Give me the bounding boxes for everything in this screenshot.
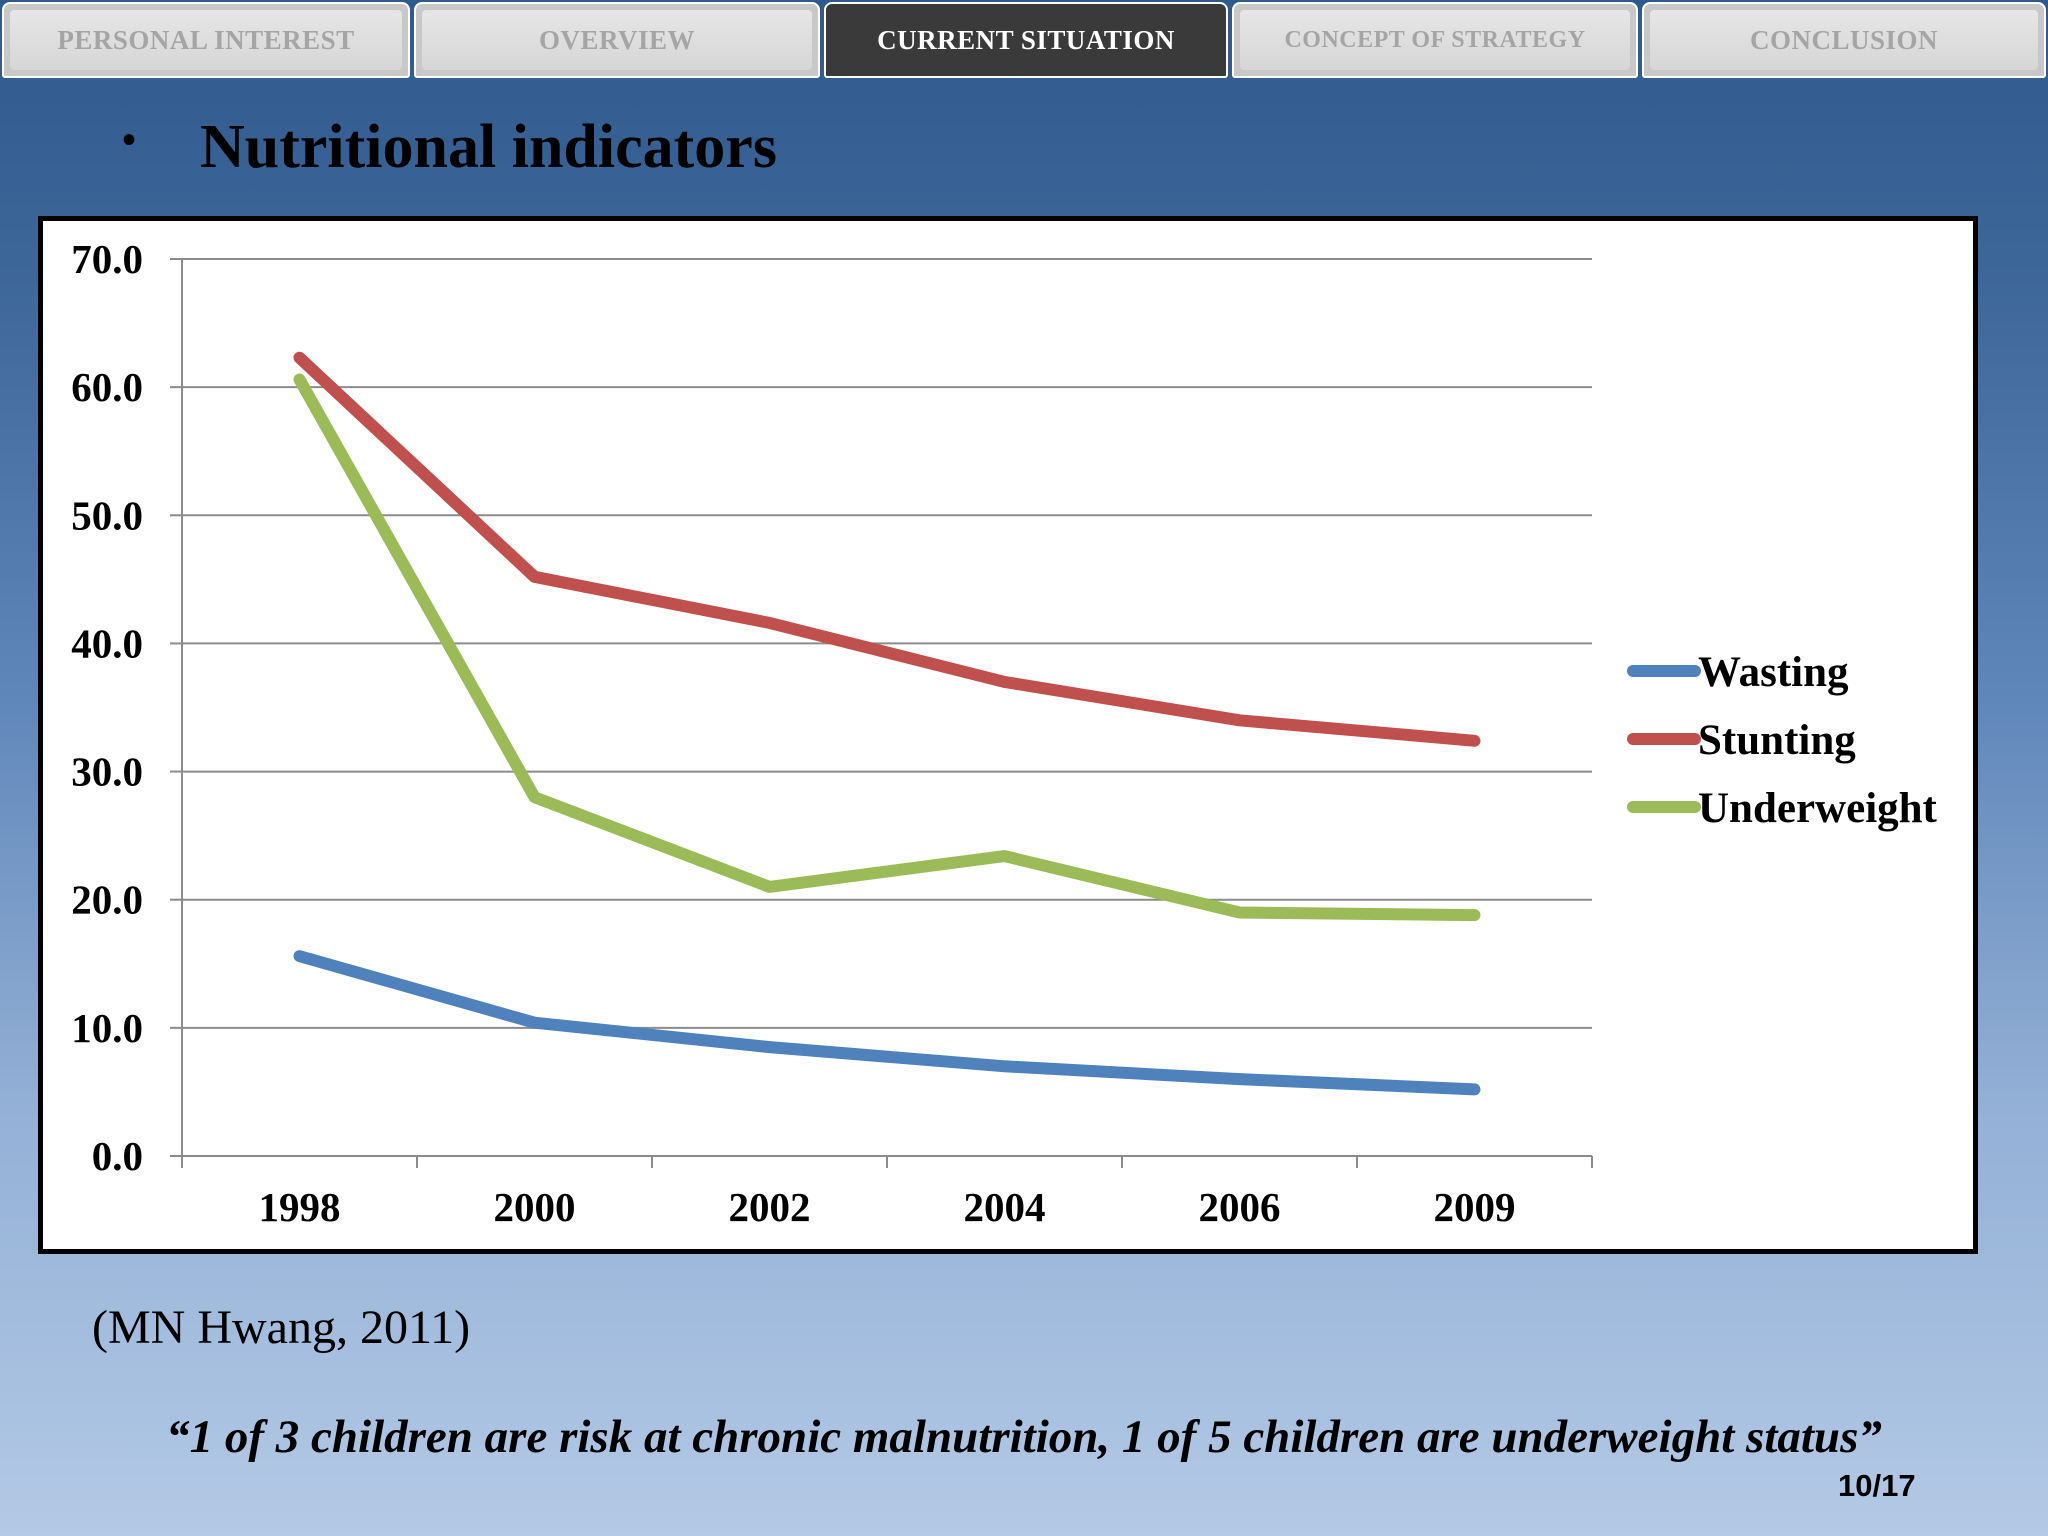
tab-label: PERSONAL INTEREST bbox=[10, 10, 402, 70]
tab-overview[interactable]: OVERVIEW bbox=[414, 2, 820, 78]
x-tick-label: 1998 bbox=[259, 1184, 341, 1230]
bullet-point-icon: • bbox=[122, 118, 137, 162]
y-tick-label: 60.0 bbox=[71, 364, 143, 410]
y-tick-label: 0.0 bbox=[92, 1133, 143, 1179]
y-tick-label: 40.0 bbox=[71, 620, 143, 666]
series-lines bbox=[293, 351, 1481, 1096]
slide-title: Nutritional indicators bbox=[200, 113, 777, 181]
series-line-stunting bbox=[293, 351, 1481, 747]
page-number: 10/17 bbox=[1838, 1468, 1916, 1503]
y-tick-label: 20.0 bbox=[71, 877, 143, 923]
y-axis-tick-labels: 0.0 10.0 20.0 30.0 40.0 50.0 60.0 70.0 bbox=[71, 236, 143, 1179]
tab-label: OVERVIEW bbox=[422, 10, 812, 70]
legend-label-stunting: Stunting bbox=[1698, 717, 1856, 764]
tab-concept-of-strategy[interactable]: CONCEPT OF STRATEGY bbox=[1232, 2, 1638, 78]
tab-personal-interest[interactable]: PERSONAL INTEREST bbox=[2, 2, 410, 78]
legend: Wasting Stunting Underweight bbox=[1627, 649, 1938, 832]
x-tick-label: 2000 bbox=[494, 1184, 576, 1230]
x-tick-label: 2009 bbox=[1434, 1184, 1516, 1230]
series-line-underweight bbox=[293, 373, 1481, 922]
legend-label-wasting: Wasting bbox=[1698, 649, 1849, 696]
y-tick-label: 30.0 bbox=[71, 749, 143, 795]
tab-current-situation[interactable]: CURRENT SITUATION bbox=[824, 2, 1228, 78]
gridlines bbox=[182, 258, 1592, 1029]
y-tick-label: 10.0 bbox=[71, 1005, 143, 1051]
x-tick-label: 2004 bbox=[964, 1184, 1046, 1230]
section-tab-bar: PERSONAL INTEREST OVERVIEW CURRENT SITUA… bbox=[0, 0, 2048, 80]
axes bbox=[170, 258, 1593, 1168]
x-axis-tick-labels: 1998 2000 2002 2004 2006 2009 bbox=[259, 1184, 1516, 1230]
y-tick-label: 70.0 bbox=[71, 236, 143, 282]
line-chart-frame: 0.0 10.0 20.0 30.0 40.0 50.0 60.0 70.0 1998 2000… bbox=[38, 216, 1978, 1254]
series-line-wasting bbox=[293, 950, 1481, 1096]
tab-label: CURRENT SITUATION bbox=[832, 10, 1220, 70]
x-tick-label: 2006 bbox=[1199, 1184, 1281, 1230]
tab-label: CONCEPT OF STRATEGY bbox=[1240, 10, 1630, 70]
legend-label-underweight: Underweight bbox=[1698, 785, 1938, 832]
x-tick-label: 2002 bbox=[729, 1184, 811, 1230]
y-tick-label: 50.0 bbox=[71, 492, 143, 538]
source-citation: (MN Hwang, 2011) bbox=[92, 1301, 471, 1354]
key-quote: “1 of 3 children are risk at chronic mal… bbox=[166, 1411, 1882, 1463]
line-chart: 0.0 10.0 20.0 30.0 40.0 50.0 60.0 70.0 1998 2000… bbox=[71, 236, 1938, 1230]
tab-conclusion[interactable]: CONCLUSION bbox=[1642, 2, 2046, 78]
tab-label: CONCLUSION bbox=[1650, 10, 2038, 70]
